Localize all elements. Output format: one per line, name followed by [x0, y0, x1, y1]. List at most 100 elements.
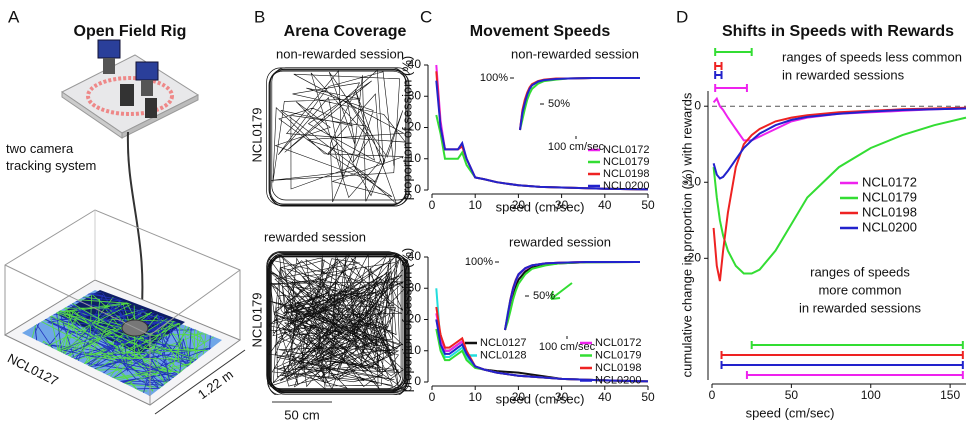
camera	[135, 61, 159, 81]
panel-letter: B	[254, 7, 265, 26]
camera-label: two camera tracking system	[6, 141, 96, 173]
inset-line	[519, 77, 640, 131]
size-label: 1.22 m	[195, 367, 236, 402]
animal-label: NCL0179	[249, 293, 264, 348]
inset-tick-label: 100 cm/sec	[539, 341, 596, 353]
legend-label: NCL0198	[603, 168, 649, 180]
y-axis-label: cumulative change in proportion (%) with…	[679, 92, 694, 377]
range-bar	[720, 361, 964, 369]
series-line	[712, 106, 967, 282]
x-axis-label: speed (cm/sec)	[496, 391, 585, 406]
trajectory	[266, 251, 410, 395]
y-tick-label: 40	[408, 57, 422, 71]
y-tick-label: 0	[414, 374, 421, 388]
session-label: non-rewarded session	[276, 46, 404, 61]
series-line	[435, 80, 649, 191]
y-tick-label: 0	[694, 98, 701, 112]
camera	[97, 39, 121, 59]
x-tick-label: 0	[429, 198, 436, 212]
panel-letter: D	[676, 7, 688, 26]
annotation: ranges of speeds less common	[782, 49, 962, 64]
camera-lens	[141, 80, 153, 96]
scale-line	[154, 349, 246, 415]
x-tick-label: 10	[469, 198, 483, 212]
panel-letter: C	[420, 7, 432, 26]
x-tick-label: 40	[598, 198, 612, 212]
legend-label: NCL0128	[480, 349, 526, 361]
panel-letter: A	[8, 7, 20, 26]
y-tick-label: 10	[408, 343, 422, 357]
y-axis-label: proportion of session (%)	[399, 56, 414, 201]
y-tick-label: 30	[408, 280, 422, 294]
y-tick-label: 20	[408, 312, 422, 326]
annotation: in rewarded sessions	[799, 300, 922, 315]
y-tick-label: 30	[408, 88, 422, 102]
y-tick-label: -10	[684, 174, 702, 188]
x-tick-label: 50	[785, 388, 799, 402]
x-tick-label: 0	[429, 390, 436, 404]
x-tick-label: 0	[709, 388, 716, 402]
legend-label: NCL0172	[862, 174, 917, 189]
legend-label: NCL0127	[480, 337, 526, 349]
inset-tick-label: 100%	[480, 72, 508, 84]
y-axis-label: proportion of session (%)	[399, 248, 414, 393]
legend-label: NCL0172	[603, 144, 649, 156]
chart-subtitle: rewarded session	[509, 234, 611, 249]
wall-trace	[268, 253, 408, 393]
inset-tick-label: 100 cm/sec	[548, 141, 605, 153]
x-tick-label: 50	[641, 198, 655, 212]
tracking-trace	[27, 290, 194, 396]
legend-label: NCL0179	[862, 189, 917, 204]
range-bar	[714, 71, 723, 79]
x-tick-label: 30	[555, 198, 569, 212]
session-label: rewarded session	[264, 229, 366, 244]
x-tick-label: 150	[940, 388, 960, 402]
inset-tick-label: 100%	[465, 256, 493, 268]
inset-tick-label: 50%	[533, 290, 555, 302]
annotation: in rewarded sessions	[782, 67, 905, 82]
legend-label: NCL0172	[595, 337, 641, 349]
range-bar	[714, 48, 753, 56]
range-bar	[714, 62, 723, 70]
path-trace	[268, 253, 407, 391]
scale-label: 50 cm	[284, 407, 319, 422]
wall-trace	[267, 256, 408, 395]
path-trace	[270, 69, 407, 205]
y-tick-label: 0	[414, 182, 421, 196]
panel-title: Shifts in Speeds with Rewards	[722, 23, 954, 40]
legend-label: NCL0179	[603, 156, 649, 168]
series-line	[712, 116, 967, 275]
label-line: two camera	[6, 141, 74, 156]
x-tick-label: 40	[598, 390, 612, 404]
camera-lens	[120, 84, 134, 106]
wall-trace	[269, 70, 410, 207]
inset-line	[519, 77, 640, 131]
panel-title: Open Field Rig	[74, 23, 187, 40]
series-line	[435, 319, 649, 383]
x-axis-label: speed (cm/sec)	[746, 405, 835, 420]
panel-title: Arena Coverage	[284, 23, 407, 40]
camera-lens	[145, 98, 157, 118]
inset-line	[519, 77, 640, 131]
panel-title: Movement Speeds	[470, 23, 611, 40]
inset-line	[504, 261, 640, 331]
y-tick-label: 20	[408, 120, 422, 134]
range-bar	[750, 341, 964, 349]
track-oval	[86, 76, 174, 116]
chart-subtitle: non-rewarded session	[511, 46, 639, 61]
range-bar	[720, 351, 964, 359]
wall-trace	[269, 68, 407, 205]
x-tick-label: 20	[512, 390, 526, 404]
legend-label: NCL0198	[595, 362, 641, 374]
x-tick-label: 50	[641, 390, 655, 404]
y-tick-label: 10	[408, 151, 422, 165]
x-tick-label: 30	[555, 390, 569, 404]
trajectory	[266, 67, 410, 207]
rig-plate-edge	[121, 94, 199, 139]
legend-label: NCL0179	[595, 349, 641, 361]
inset-line	[519, 77, 640, 131]
range-bar	[745, 371, 964, 379]
x-axis-label: speed (cm/sec)	[496, 199, 585, 214]
arrow	[550, 282, 573, 300]
